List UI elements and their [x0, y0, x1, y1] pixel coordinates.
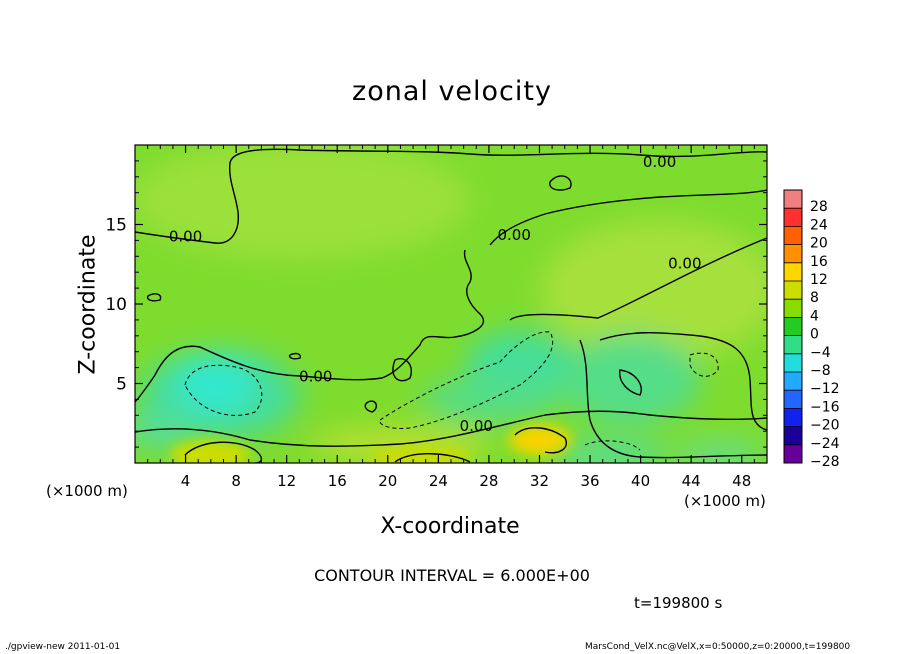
colorbar-label: −4 [810, 345, 831, 361]
colorbar-swatch [784, 226, 802, 246]
contour-label: 0.00 [643, 153, 676, 171]
colorbar-label: −16 [810, 399, 840, 415]
contour-interval-note: CONTOUR INTERVAL = 6.000E+00 [314, 566, 590, 585]
x-tick-label: 28 [479, 472, 498, 490]
colorbar-swatch [784, 281, 802, 300]
y-tick-label: 5 [116, 375, 127, 395]
x-axis-label: X-coordinate [380, 514, 520, 539]
colorbar-label: 28 [810, 199, 828, 215]
contour-label: 0.00 [299, 368, 332, 386]
colorbar-swatch [784, 353, 802, 373]
colorbar-label: −8 [810, 363, 831, 379]
colorbar-label: −24 [810, 436, 840, 452]
x-tick-label: 24 [429, 472, 448, 490]
colorbar-label: −12 [810, 381, 840, 397]
chart-title: zonal velocity [352, 76, 552, 107]
colorbar-swatch [784, 244, 802, 264]
colorbar-swatch [784, 190, 802, 209]
x-tick-label: 44 [682, 472, 701, 490]
colorbar-swatch [784, 208, 802, 227]
x-tick-label: 16 [328, 472, 347, 490]
x-tick-label: 12 [277, 472, 296, 490]
contour-lines [135, 148, 767, 463]
colorbar-label: 16 [810, 254, 828, 270]
x-unit-label-right: (×1000 m) [684, 492, 766, 510]
colorbar-label: 20 [810, 236, 828, 252]
colorbar-label: 4 [810, 308, 819, 324]
colorbar-swatch [784, 444, 802, 464]
contour-label: 0.00 [497, 226, 530, 244]
x-unit-label-left: (×1000 m) [46, 482, 128, 500]
contour-label: 0.00 [169, 228, 202, 246]
colorbar-label: 0 [810, 327, 819, 343]
colorbar-swatch [784, 408, 802, 428]
colorbar-swatch [784, 262, 802, 282]
colorbar-swatch [784, 299, 802, 318]
y-tick-label: 15 [105, 216, 127, 236]
colorbar-swatch [784, 372, 802, 391]
colorbar-label: 24 [810, 217, 828, 233]
x-tick-label: 48 [732, 472, 751, 490]
colorbar-swatch [784, 335, 802, 355]
x-tick-label: 8 [231, 472, 241, 490]
velocity-field [135, 145, 767, 463]
colorbar-label: −28 [810, 454, 840, 470]
colorbar-swatch [784, 426, 802, 446]
colorbar-label: −20 [810, 418, 840, 434]
x-tick-label: 32 [530, 472, 549, 490]
x-tick-label: 36 [580, 472, 599, 490]
colorbar-label: 12 [810, 272, 828, 288]
colorbar-swatch [784, 317, 802, 337]
footer-right: MarsCond_VelX.nc@VelX,x=0:50000,z=0:2000… [585, 642, 851, 652]
x-tick-label: 4 [181, 472, 191, 490]
y-axis-label: Z-coordinate [75, 234, 101, 375]
y-tick-label: 10 [105, 295, 127, 315]
x-tick-label: 40 [631, 472, 650, 490]
x-tick-label: 20 [378, 472, 397, 490]
colorbar-swatch [784, 390, 802, 409]
colorbar-label: 8 [810, 290, 819, 306]
contour-label: 0.00 [460, 417, 493, 435]
contour-label: 0.00 [668, 255, 701, 273]
time-stamp: t=199800 s [634, 594, 723, 612]
footer-left: ./gpview-new 2011-01-01 [5, 642, 121, 652]
